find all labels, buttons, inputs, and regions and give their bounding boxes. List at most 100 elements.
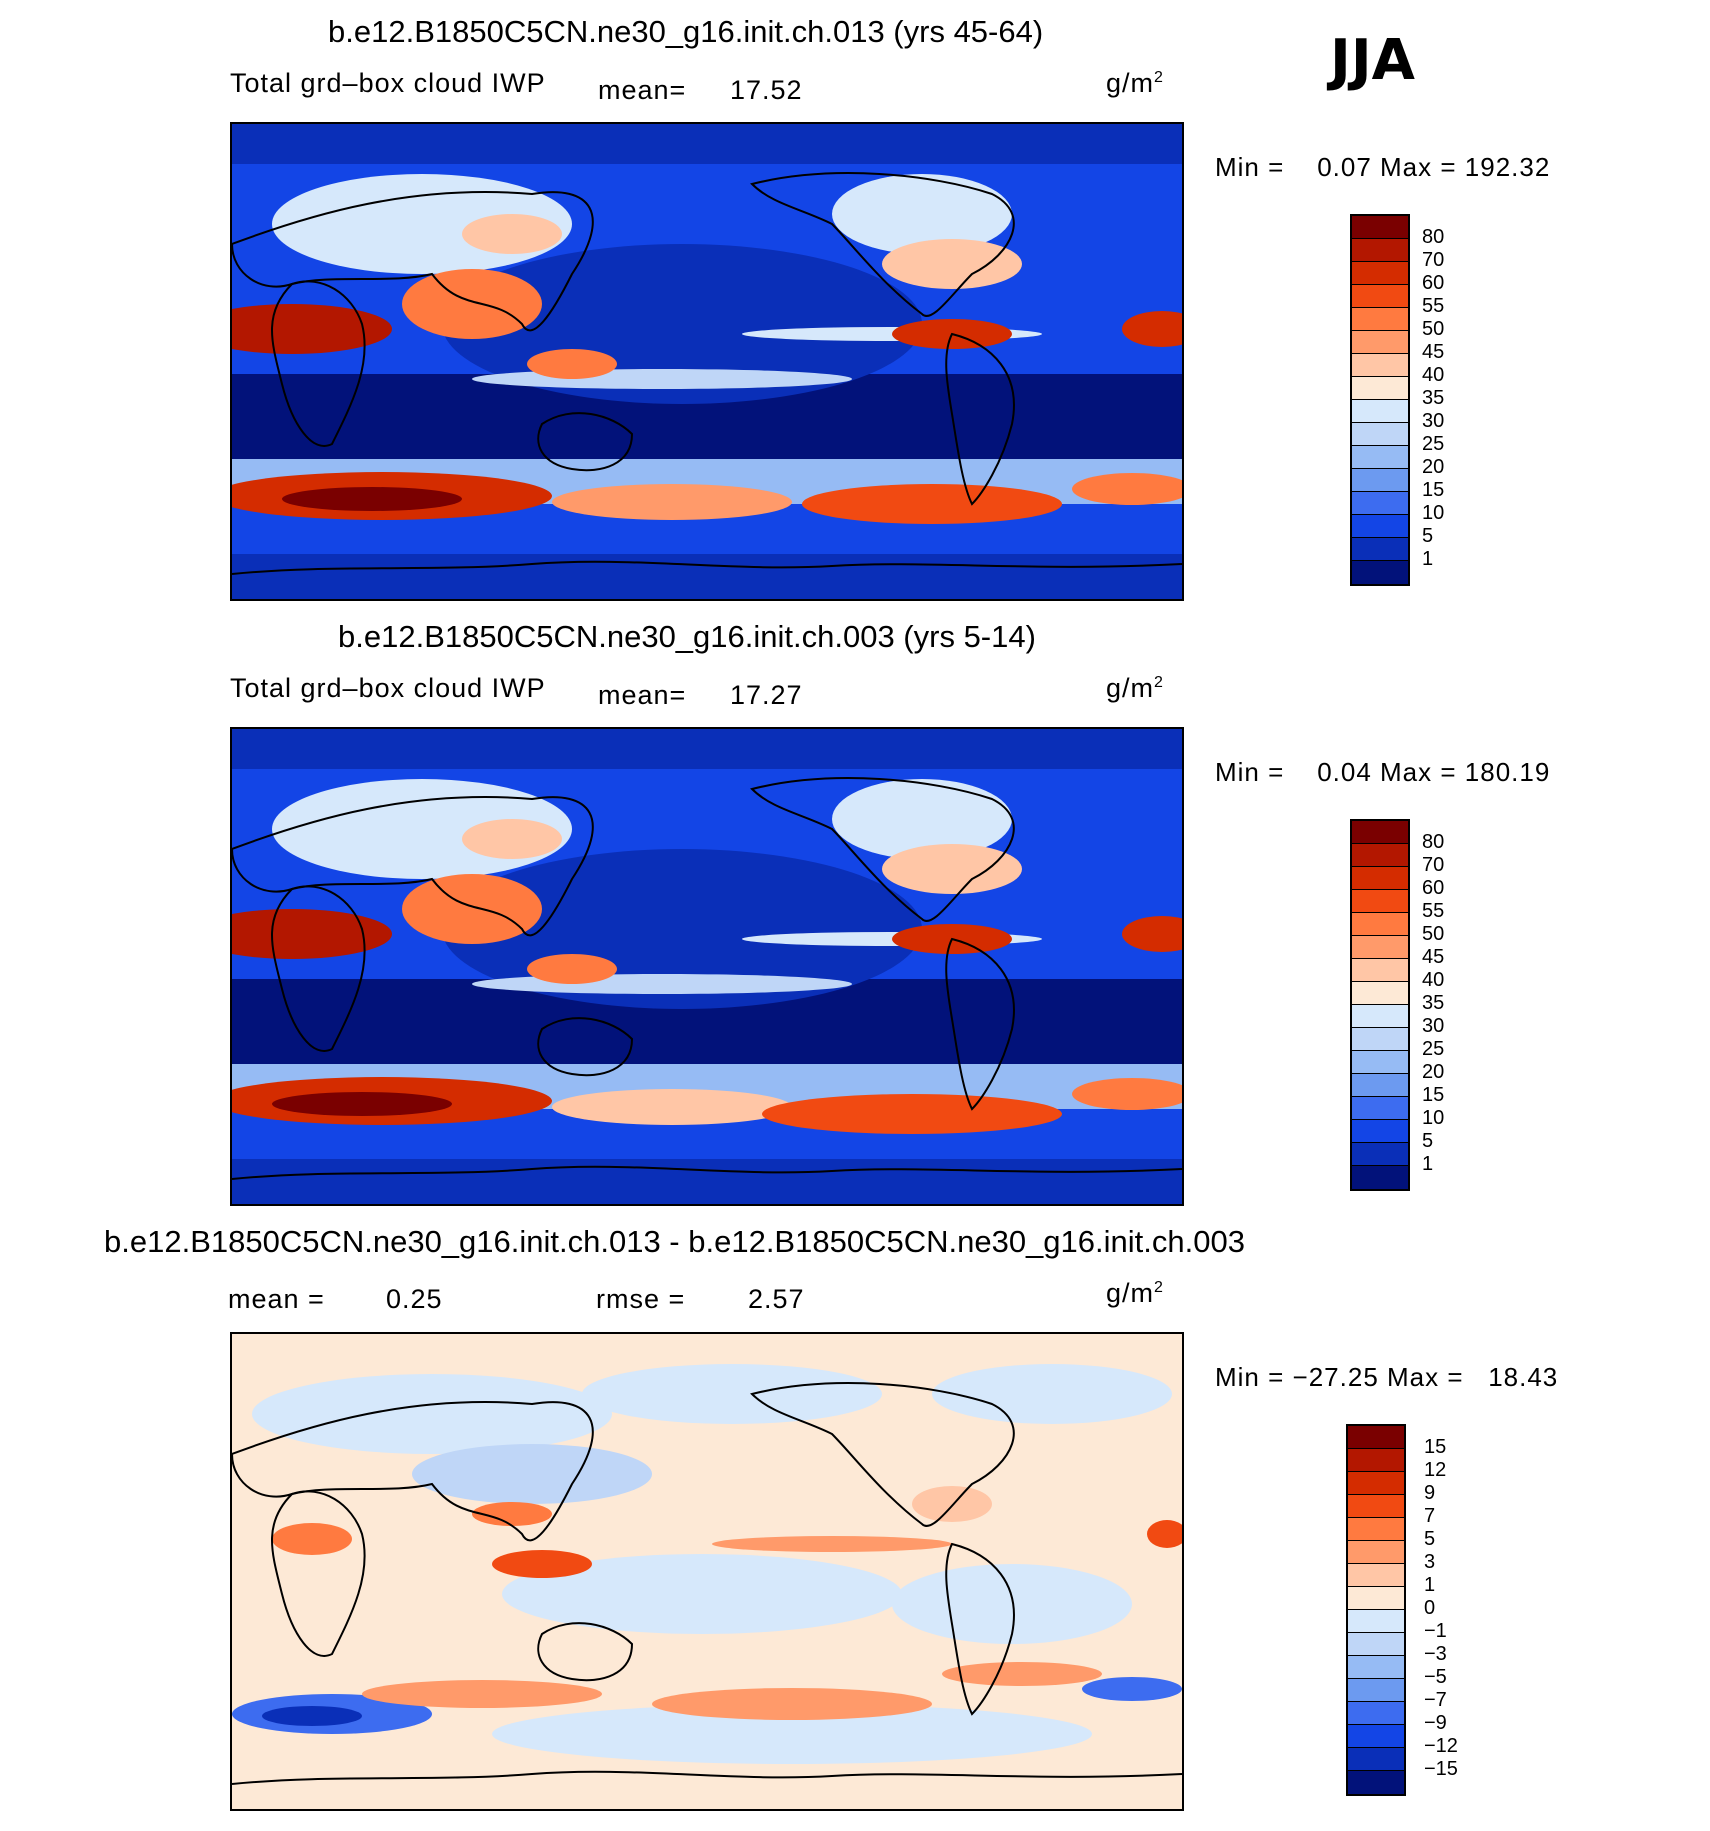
mean-value: 0.25 [386,1284,443,1314]
colorbar-segment [1348,1541,1404,1564]
colorbar-segment [1352,1074,1408,1097]
colorbar-segment [1348,1771,1404,1794]
colorbar-tick: 55 [1422,295,1445,317]
colorbar-segment [1352,936,1408,959]
field-map [232,729,1182,1204]
colorbar-tick: 15 [1424,1436,1447,1458]
colorbar-tick: 45 [1422,946,1445,968]
rmse-value: 2.57 [748,1284,805,1314]
panel-title: b.e12.B1850C5CN.ne30_g16.init.ch.013 (yr… [328,14,1044,49]
panel-title: b.e12.B1850C5CN.ne30_g16.init.ch.013 - b… [104,1224,1245,1259]
colorbar-segment [1348,1725,1404,1748]
colorbar-tick: 35 [1422,387,1445,409]
colorbar-segment [1352,1028,1408,1051]
colorbar-tick: 55 [1422,900,1445,922]
variable-name: Total grd–box cloud IWP [230,68,546,98]
colorbar-tick: 5 [1422,1130,1434,1152]
colorbar-segment [1352,982,1408,1005]
colorbar-tick: 25 [1422,1038,1445,1060]
mean-value: 17.27 [730,680,803,710]
colorbar [1346,1424,1406,1796]
colorbar-segment [1352,959,1408,982]
units-label: g/m2 [1106,68,1164,98]
difference-map [232,1334,1182,1809]
map-plot [230,1332,1184,1811]
min-max-readout: Min = 0.04 Max = 180.19 [1215,757,1551,787]
colorbar [1350,819,1410,1191]
min-max-readout: Min = 0.07 Max = 192.32 [1215,152,1551,182]
colorbar-segment [1352,867,1408,890]
colorbar-segment [1352,561,1408,584]
colorbar-segment [1352,1166,1408,1189]
colorbar-tick: 1 [1422,1153,1434,1175]
colorbar-tick: 9 [1424,1482,1436,1504]
colorbar-segment [1352,1097,1408,1120]
colorbar-tick: 20 [1422,456,1445,478]
colorbar-segment [1348,1449,1404,1472]
colorbar-segment [1352,1005,1408,1028]
map-plot [230,122,1184,601]
colorbar-segment [1352,400,1408,423]
colorbar-tick: −3 [1424,1643,1447,1665]
colorbar-tick: 10 [1422,1107,1445,1129]
colorbar-tick: 30 [1422,1015,1445,1037]
colorbar-tick: 15 [1422,479,1445,501]
colorbar-segment [1352,515,1408,538]
colorbar-tick: 1 [1424,1574,1436,1596]
colorbar-segment [1348,1748,1404,1771]
colorbar-segment [1352,538,1408,561]
colorbar-segment [1352,890,1408,913]
mean-label: mean = [228,1284,325,1314]
colorbar-segment [1352,285,1408,308]
colorbar-segment [1348,1610,1404,1633]
colorbar-tick: −7 [1424,1689,1447,1711]
colorbar-tick: 70 [1422,854,1445,876]
colorbar-segment [1352,469,1408,492]
colorbar-tick: −9 [1424,1712,1447,1734]
colorbar-tick: 40 [1422,364,1445,386]
colorbar-segment [1348,1679,1404,1702]
colorbar-segment [1352,216,1408,239]
mean-value: 17.52 [730,75,803,105]
colorbar-tick: −15 [1424,1758,1458,1780]
colorbar-tick: 25 [1422,433,1445,455]
colorbar [1350,214,1410,586]
colorbar-tick: 50 [1422,923,1445,945]
colorbar-segment [1352,262,1408,285]
colorbar-tick: 1 [1422,548,1434,570]
colorbar-segment [1352,423,1408,446]
colorbar-segment [1352,377,1408,400]
colorbar-segment [1348,1656,1404,1679]
colorbar-segment [1352,1120,1408,1143]
colorbar-tick: 20 [1422,1061,1445,1083]
mean-label: mean= [598,75,687,105]
map-plot [230,727,1184,1206]
colorbar-tick: 30 [1422,410,1445,432]
colorbar-tick: 0 [1424,1597,1436,1619]
colorbar-tick: 12 [1424,1459,1447,1481]
colorbar-tick: −5 [1424,1666,1447,1688]
colorbar-tick: 40 [1422,969,1445,991]
colorbar-segment [1348,1472,1404,1495]
colorbar-segment [1348,1495,1404,1518]
variable-name: Total grd–box cloud IWP [230,673,546,703]
colorbar-segment [1348,1633,1404,1656]
colorbar-segment [1348,1587,1404,1610]
colorbar-tick: 60 [1422,272,1445,294]
colorbar-tick: 45 [1422,341,1445,363]
colorbar-segment [1352,492,1408,515]
colorbar-tick: 3 [1424,1551,1436,1573]
colorbar-segment [1352,331,1408,354]
colorbar-tick: −12 [1424,1735,1458,1757]
colorbar-tick: 5 [1422,525,1434,547]
colorbar-tick: 70 [1422,249,1445,271]
colorbar-segment [1352,844,1408,867]
colorbar-segment [1348,1518,1404,1541]
season-label: JJA [1330,28,1416,93]
units-label: g/m2 [1106,1278,1164,1308]
colorbar-segment [1352,354,1408,377]
colorbar-segment [1352,821,1408,844]
colorbar-tick: 10 [1422,502,1445,524]
panel-title: b.e12.B1850C5CN.ne30_g16.init.ch.003 (yr… [338,619,1036,654]
colorbar-segment [1352,1051,1408,1074]
